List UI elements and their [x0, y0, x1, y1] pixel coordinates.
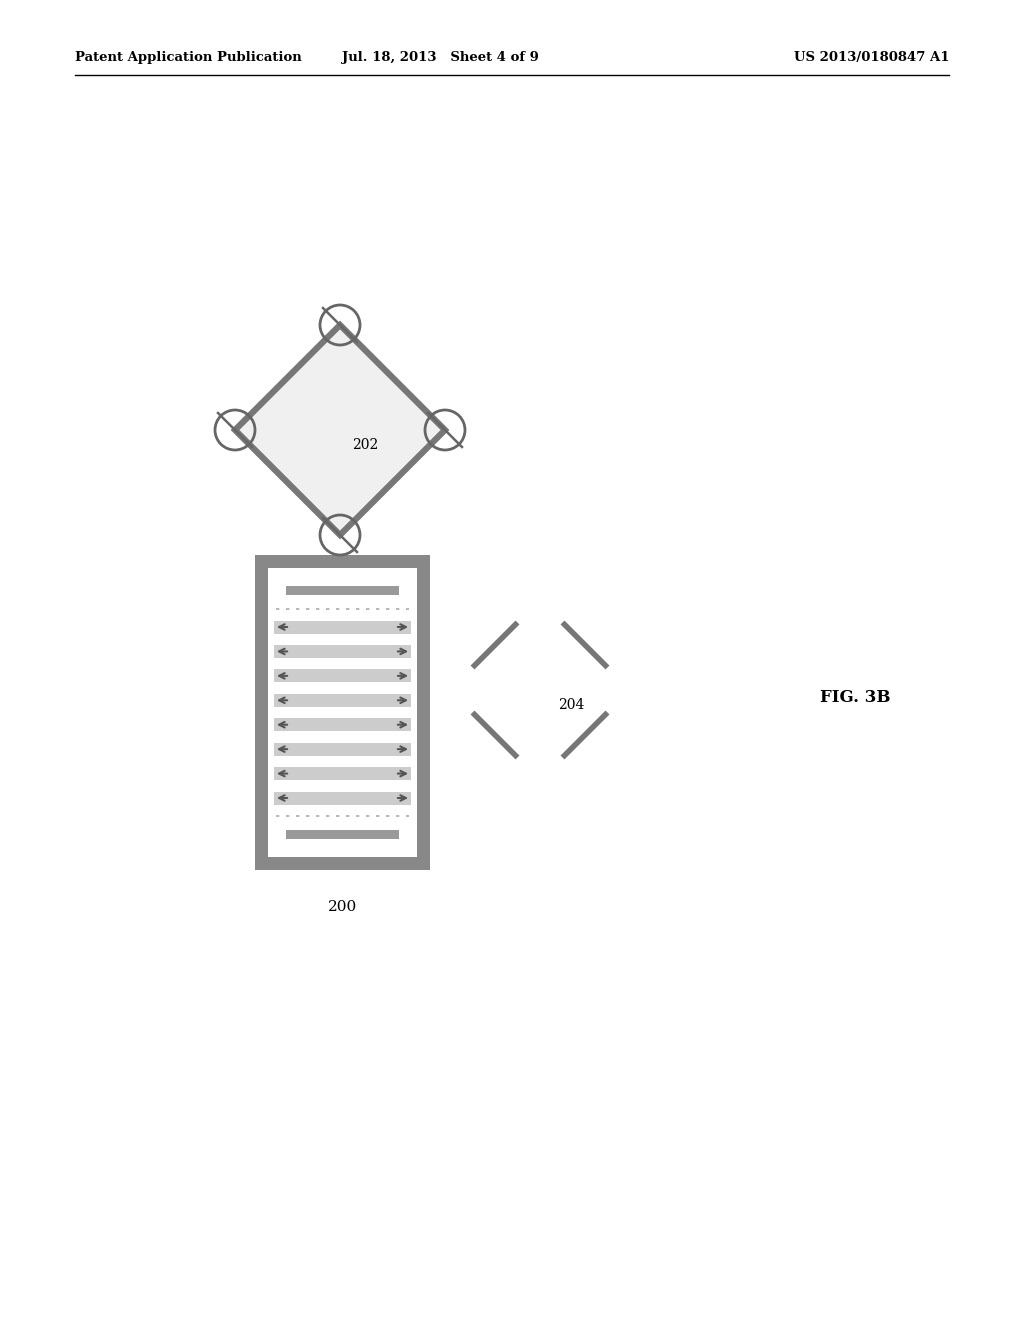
Polygon shape [234, 325, 445, 535]
Text: 204: 204 [558, 698, 585, 711]
Bar [274, 792, 411, 804]
Text: Jul. 18, 2013   Sheet 4 of 9: Jul. 18, 2013 Sheet 4 of 9 [342, 51, 539, 65]
Bar [274, 669, 411, 682]
Bar [274, 718, 411, 731]
Bar [274, 767, 411, 780]
Text: 200: 200 [328, 900, 357, 913]
Bar [286, 586, 399, 595]
Bar [274, 743, 411, 755]
Bar [274, 645, 411, 657]
Bar [255, 554, 430, 870]
Bar [274, 694, 411, 706]
Bar [268, 568, 417, 857]
Text: Patent Application Publication: Patent Application Publication [75, 51, 302, 65]
Bar [274, 620, 411, 634]
Text: US 2013/0180847 A1: US 2013/0180847 A1 [794, 51, 949, 65]
Text: FIG. 3B: FIG. 3B [820, 689, 891, 706]
Bar [286, 830, 399, 840]
Text: 202: 202 [352, 438, 378, 451]
